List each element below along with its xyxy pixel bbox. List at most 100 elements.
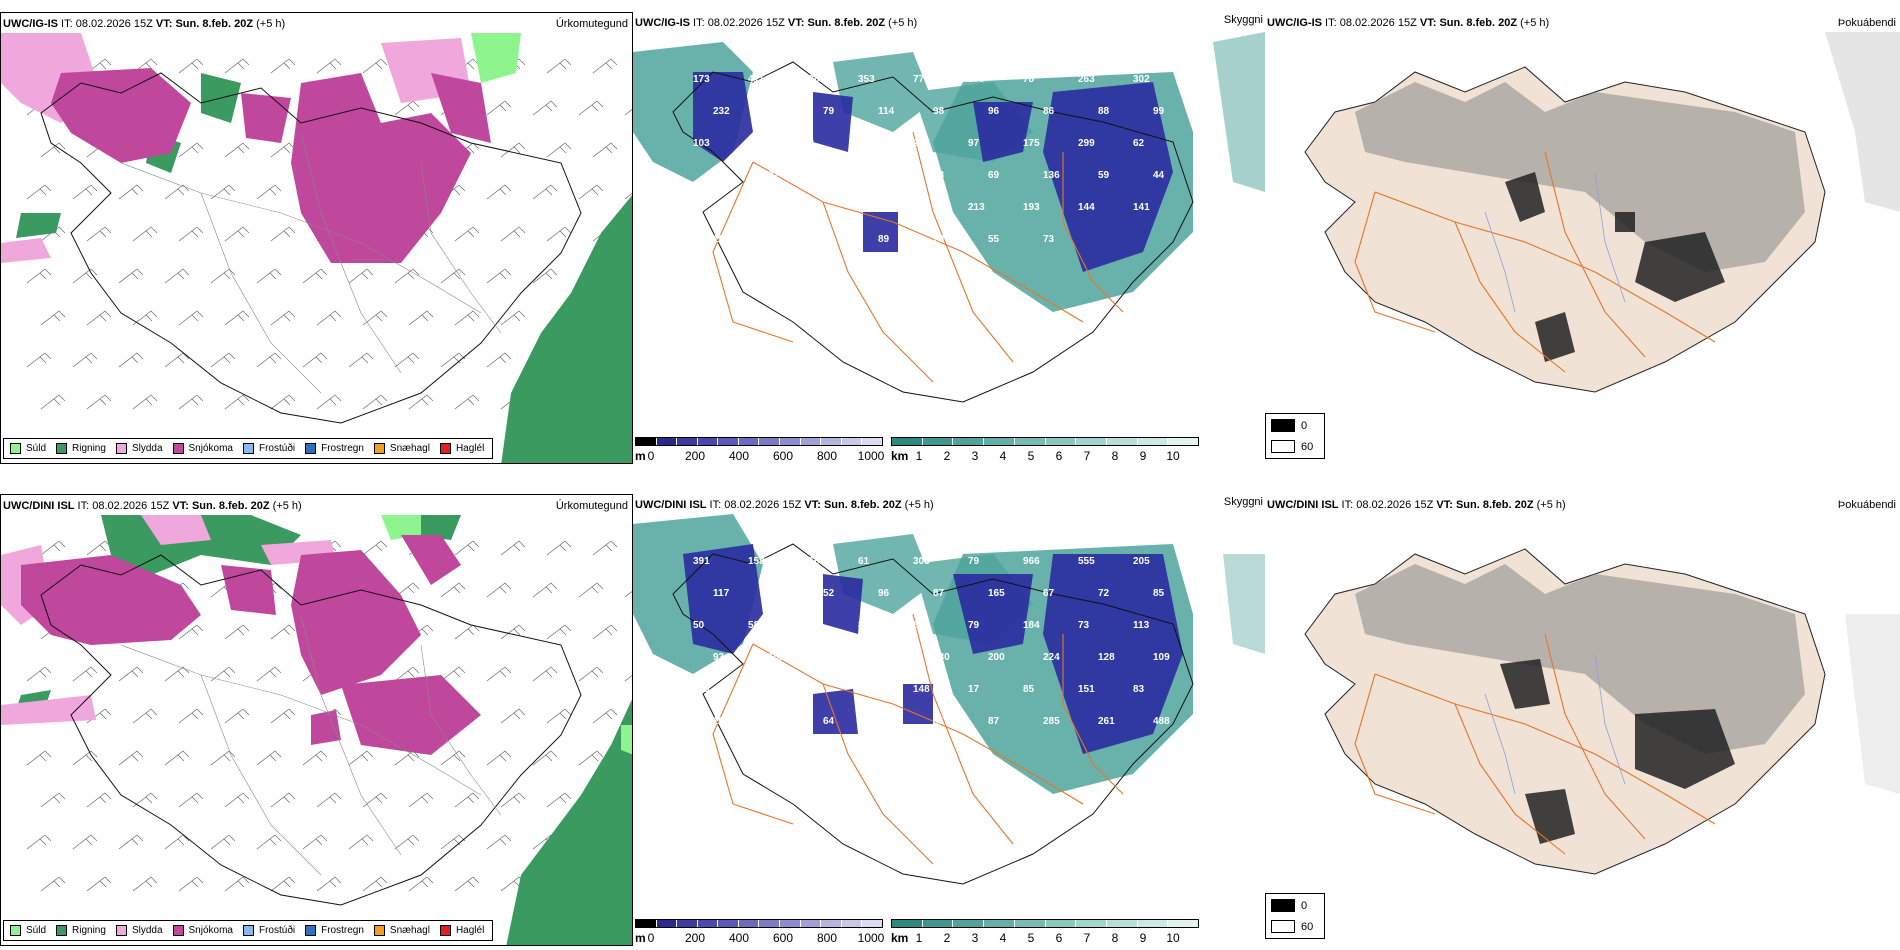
height-label: 189 (878, 170, 895, 181)
wind-barb (454, 226, 480, 242)
wind-barb (348, 834, 374, 850)
height-label: 92 (768, 170, 780, 181)
legend-item: Frostregn (305, 443, 364, 454)
wind-barb (86, 876, 112, 892)
wind-barb (256, 750, 282, 766)
wind-barb (164, 184, 190, 200)
height-label: 213 (968, 202, 985, 213)
wind-barb (454, 394, 480, 410)
height-label: 85 (1023, 684, 1035, 695)
sleet-area (1, 515, 336, 725)
wind-barb (86, 226, 112, 242)
wind-barb (500, 792, 526, 808)
height-label: 117 (713, 588, 730, 599)
visibility-map-top: 173 411 180 353 77 200 78 263 302 232 52 79 114 98 96 8… (633, 32, 1265, 403)
height-label: 64 (748, 748, 760, 759)
height-label: 66 (878, 716, 890, 727)
height-label: 70 (748, 202, 760, 213)
wind-barb (178, 792, 204, 808)
height-label: 89 (878, 234, 890, 245)
wind-barb (624, 675, 632, 682)
wind-barb (486, 100, 512, 116)
fog-legend-row: 60 (1271, 440, 1313, 453)
legend-item: Snjókoma (172, 443, 233, 454)
wind-barb (178, 624, 204, 640)
height-label: 42 (803, 138, 815, 149)
wind-barb (72, 834, 98, 850)
height-label: 67 (1043, 588, 1055, 599)
wind-barb (178, 226, 204, 242)
precip-legend: Súld Rigning Slydda Snjókoma Frostúði Fr… (3, 920, 494, 941)
panel-header: UWC/DINI ISL IT: 08.02.2026 15Z VT: Sun.… (635, 499, 934, 511)
legend-item: Frostúði (242, 925, 295, 936)
height-label: 103 (693, 138, 710, 149)
height-label: 180 (803, 74, 820, 85)
rivers (1484, 653, 1626, 795)
panel-header: UWC/IG-IS IT: 08.02.2026 15Z VT: Sun. 8.… (3, 18, 286, 30)
wind-barb (362, 394, 388, 410)
wind-barb (224, 876, 250, 892)
fog-map-top (1304, 32, 1900, 393)
height-label: 83 (933, 170, 945, 181)
height-label: 133 (823, 170, 840, 181)
wind-barb (132, 394, 158, 410)
coastline (40, 72, 582, 424)
vis-unit: km (891, 931, 909, 945)
wind-barb (224, 226, 250, 242)
wind-barb (440, 582, 466, 598)
wind-barb (224, 310, 250, 326)
wind-barb (578, 666, 604, 682)
height-label: 99 (1153, 106, 1165, 117)
legend-item: Snæhagl (373, 443, 430, 454)
roads (712, 131, 1124, 383)
wind-barb (532, 184, 558, 200)
legend-item: Haglél (439, 925, 484, 936)
visibility-panel-top: UWC/IG-IS IT: 08.02.2026 15Z VT: Sun. 8.… (633, 12, 1265, 464)
wind-barb (132, 310, 158, 326)
wind-barb (316, 394, 342, 410)
wind-barb (270, 792, 296, 808)
wind-barb (546, 58, 572, 74)
wind-barb (532, 666, 558, 682)
wind-barb (270, 226, 296, 242)
height-label: 81 (933, 716, 945, 727)
legend-item: Rigning (56, 925, 106, 936)
panel-header: UWC/IG-IS IT: 08.02.2026 15Z VT: Sun. 8.… (635, 17, 918, 29)
height-label: 261 (1098, 716, 1115, 727)
wind-barb (86, 792, 112, 808)
wind-barb (224, 624, 250, 640)
wind-barb (210, 750, 236, 766)
roads (1354, 633, 1716, 855)
wind-barb (592, 142, 618, 158)
height-label: 70 (693, 748, 705, 759)
wind-barb (210, 352, 236, 368)
wind-barb (486, 268, 512, 284)
height-scale-bar (635, 919, 883, 928)
wind-barb (316, 792, 342, 808)
height-label: 430 (933, 652, 950, 663)
precip-type-panel-top: UWC/IG-IS IT: 08.02.2026 15Z VT: Sun. 8.… (0, 12, 633, 464)
wind-barb (486, 582, 512, 598)
wind-barb (578, 100, 604, 116)
height-label: 73 (1078, 620, 1090, 631)
height-unit: m (635, 931, 646, 945)
height-label: 165 (988, 588, 1005, 599)
height-label: 79 (968, 620, 980, 631)
height-label: 78 (1023, 74, 1035, 85)
wind-barb (270, 142, 296, 158)
wind-barb (224, 792, 250, 808)
height-label: 83 (858, 620, 870, 631)
wind-barb (256, 666, 282, 682)
wind-barb (486, 834, 512, 850)
wind-barb (546, 792, 572, 808)
wind-barb (592, 540, 618, 556)
fog-offshore (1825, 32, 1900, 212)
fog-panel-top: UWC/IG-IS IT: 08.02.2026 15Z VT: Sun. 8.… (1265, 12, 1900, 464)
height-label: 87 (988, 716, 1000, 727)
height-label: 87 (933, 588, 945, 599)
height-label: 200 (988, 652, 1005, 663)
wind-barb (72, 268, 98, 284)
wind-barb (500, 708, 526, 724)
height-label: 17 (968, 684, 980, 695)
wind-barbs (26, 540, 632, 892)
